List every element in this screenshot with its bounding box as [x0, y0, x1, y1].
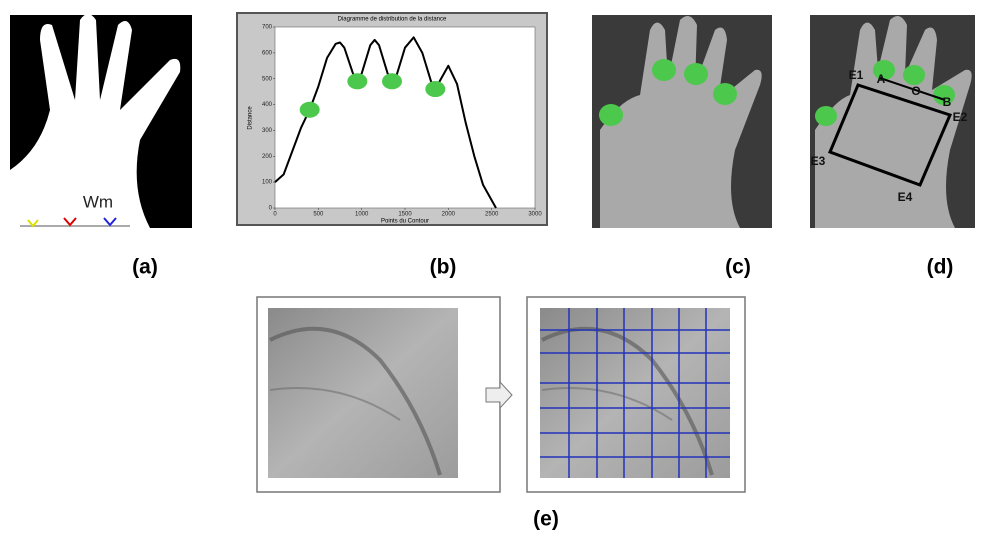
- x-tick-label: 500: [313, 212, 324, 218]
- x-tick-label: 1500: [398, 212, 412, 218]
- y-tick-label: 100: [262, 180, 273, 186]
- panel-c: (c): [592, 15, 772, 279]
- y-tick-label: 700: [262, 25, 273, 31]
- panel-label: (b): [430, 256, 457, 279]
- figure: Wm (a) Diagramme de distribution de la d…: [0, 0, 982, 533]
- chart-title: Diagramme de distribution de la distance: [338, 17, 447, 23]
- y-tick-label: 300: [262, 128, 273, 134]
- marker: [425, 81, 445, 97]
- point-label: E4: [898, 190, 913, 204]
- keypoint: [713, 83, 737, 105]
- roi-image: [268, 308, 458, 478]
- y-axis-label: Distance: [248, 106, 254, 130]
- keypoint: [599, 104, 623, 126]
- marker: [347, 73, 367, 89]
- plot-area: [275, 27, 535, 208]
- keypoint: [903, 65, 925, 85]
- x-tick-label: 3000: [528, 212, 542, 218]
- marker: [300, 102, 320, 118]
- panel-d: E1 A O B E2 E3 E4 (d): [810, 15, 975, 279]
- y-tick-label: 400: [262, 102, 273, 108]
- panel-a: Wm (a): [10, 14, 192, 279]
- keypoint: [815, 106, 837, 126]
- keypoint: [684, 63, 708, 85]
- panel-label: (d): [927, 256, 954, 279]
- x-axis-label: Points du Contour: [381, 219, 429, 225]
- panel-e: (e): [257, 297, 745, 531]
- point-label: A: [877, 72, 886, 86]
- panel-label: (c): [725, 256, 751, 279]
- panel-label: (e): [533, 508, 559, 531]
- point-label: E1: [849, 68, 864, 82]
- y-tick-label: 500: [262, 76, 273, 82]
- point-label: E2: [953, 110, 968, 124]
- panel-b: Diagramme de distribution de la distance…: [237, 13, 547, 279]
- point-label: B: [943, 95, 952, 109]
- point-label: E3: [811, 154, 826, 168]
- keypoint: [652, 59, 676, 81]
- y-tick-label: 600: [262, 50, 273, 56]
- annotation: Wm: [83, 192, 113, 211]
- point-label: O: [911, 84, 920, 98]
- y-tick-label: 200: [262, 154, 273, 160]
- x-tick-label: 1000: [355, 212, 369, 218]
- marker: [382, 73, 402, 89]
- x-tick-label: 2500: [485, 212, 499, 218]
- x-tick-label: 2000: [442, 212, 456, 218]
- panel-label: (a): [132, 256, 158, 279]
